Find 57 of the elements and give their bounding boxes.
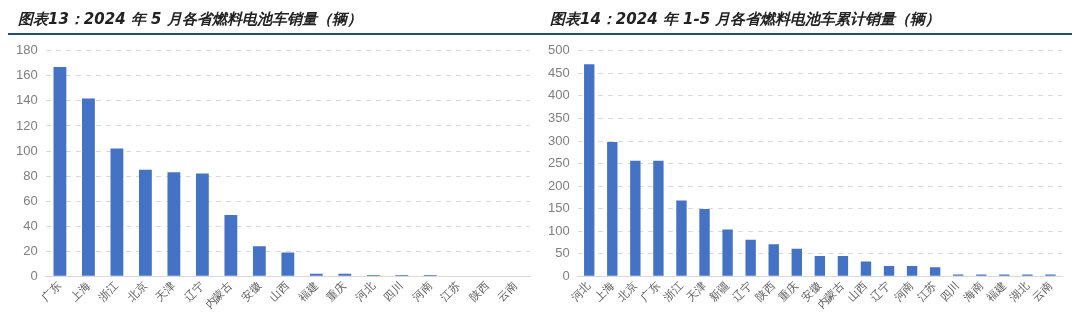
y-tick-label: 50 — [555, 245, 570, 261]
x-tick-label: 山西 — [267, 278, 292, 304]
x-tick-label: 上海 — [591, 278, 617, 304]
y-tick-label: 150 — [547, 200, 570, 216]
x-tick-label: 山西 — [845, 278, 871, 304]
x-tick-label: 海南 — [960, 278, 986, 304]
chart-title: 图表14：2024 年 1-5 月各省燃料电池车累计销量（辆） — [540, 8, 1072, 35]
y-tick-label: 400 — [547, 87, 570, 103]
x-tick-label: 河北 — [352, 278, 378, 304]
x-tick-label: 广东 — [39, 278, 65, 304]
x-tick-label: 北京 — [614, 278, 640, 304]
x-tick-label: 湖北 — [1006, 278, 1032, 304]
y-tick-label: 120 — [15, 117, 38, 133]
y-tick-label: 350 — [547, 110, 570, 126]
x-tick-label: 重庆 — [324, 278, 349, 304]
x-tick-label: 上海 — [67, 278, 93, 304]
x-tick-label: 四川 — [937, 278, 963, 304]
x-tick-label: 江苏 — [914, 278, 940, 304]
x-tick-label: 北京 — [124, 278, 150, 304]
x-tick-label: 天津 — [153, 278, 179, 304]
x-tick-label: 四川 — [381, 278, 406, 304]
x-tick-label: 福建 — [295, 278, 321, 304]
x-tick-label: 河南 — [891, 278, 917, 304]
x-tick-label: 新疆 — [706, 278, 732, 304]
y-tick-label: 80 — [23, 167, 38, 183]
y-tick-label: 0 — [30, 267, 38, 283]
x-tick-label: 陕西 — [753, 278, 778, 304]
x-tick-label: 福建 — [983, 278, 1009, 304]
y-tick-label: 250 — [547, 155, 570, 171]
x-tick-label: 云南 — [495, 278, 520, 304]
y-tick-label: 0 — [562, 267, 570, 283]
x-tick-label: 江苏 — [438, 278, 463, 304]
x-tick-label: 河南 — [409, 278, 435, 304]
y-tick-label: 60 — [23, 192, 38, 208]
x-tick-label: 浙江 — [96, 278, 122, 304]
x-tick-label: 云南 — [1029, 278, 1055, 304]
y-tick-label: 100 — [547, 222, 570, 238]
chart-title: 图表13：2024 年 5 月各省燃料电池车销量（辆） — [8, 8, 540, 35]
y-tick-label: 500 — [547, 42, 570, 58]
x-tick-label: 辽宁 — [730, 278, 755, 304]
x-tick-label: 重庆 — [776, 278, 801, 304]
y-tick-label: 140 — [15, 92, 38, 108]
x-tick-label: 陕西 — [466, 278, 492, 304]
y-tick-label: 20 — [23, 242, 38, 258]
x-tick-label: 安徽 — [238, 278, 264, 304]
y-tick-label: 160 — [15, 67, 38, 83]
x-tick-label: 浙江 — [660, 278, 686, 304]
x-tick-label: 辽宁 — [868, 278, 894, 304]
x-tick-label: 河北 — [568, 278, 594, 304]
y-tick-label: 450 — [547, 64, 570, 80]
y-tick-label: 100 — [15, 142, 38, 158]
x-tick-label: 天津 — [683, 278, 709, 304]
y-tick-label: 300 — [547, 132, 570, 148]
y-tick-label: 200 — [547, 177, 570, 193]
x-tick-label: 广东 — [637, 278, 663, 304]
y-tick-label: 40 — [23, 217, 38, 233]
y-tick-label: 180 — [15, 42, 38, 58]
